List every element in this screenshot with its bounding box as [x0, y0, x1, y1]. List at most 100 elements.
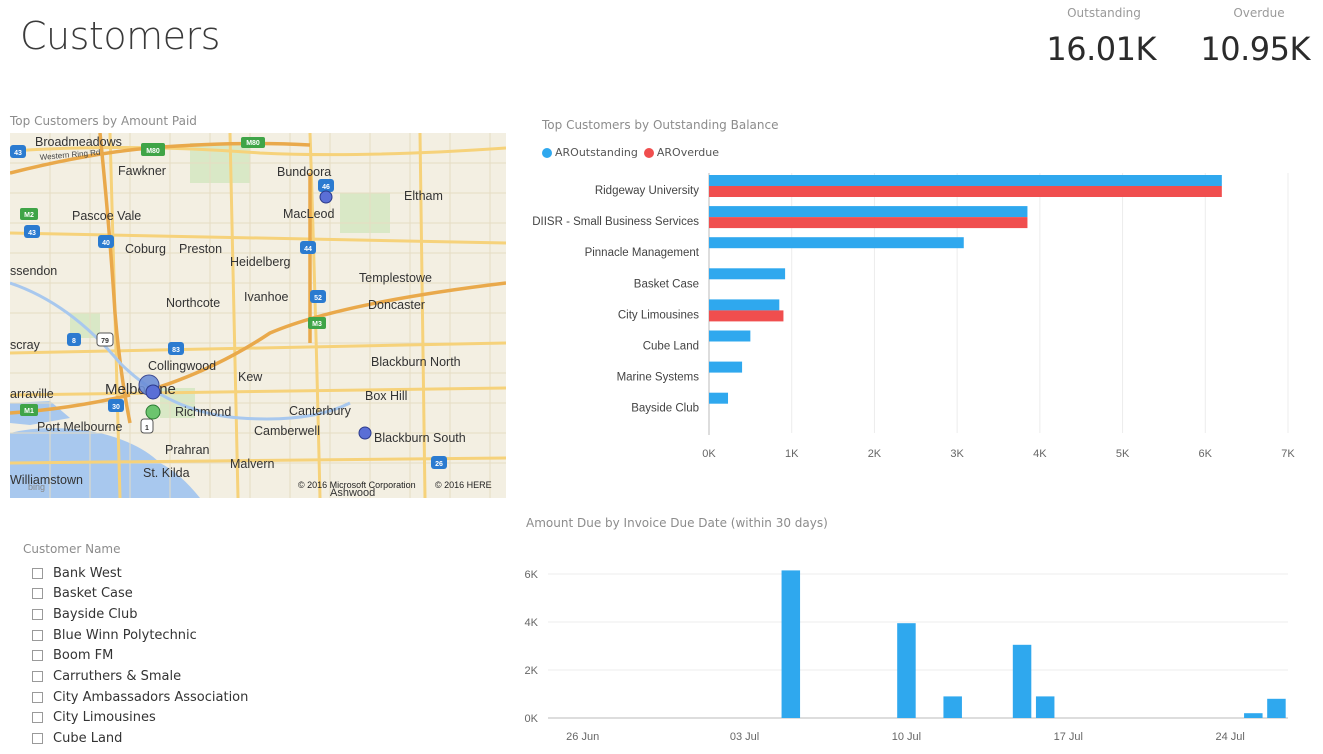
column-chart-title: Amount Due by Invoice Due Date (within 3… — [526, 516, 828, 530]
road-shield: 46 — [322, 184, 330, 191]
slicer-item[interactable]: City Limousines — [32, 708, 156, 728]
bar-chart-title: Top Customers by Outstanding Balance — [542, 118, 779, 132]
map-label: Blackburn North — [371, 355, 461, 369]
x-tick-label: 26 Jun — [566, 731, 599, 743]
checkbox[interactable] — [32, 712, 43, 724]
y-tick-label: 6K — [525, 569, 539, 581]
category-label: Basket Case — [634, 278, 699, 290]
checkbox[interactable] — [32, 733, 43, 745]
customer-map[interactable]: Broadmeadows Fawkner Bundoora Eltham Mac… — [10, 133, 506, 498]
map-label: Malvern — [230, 457, 275, 471]
map-label: Heidelberg — [230, 255, 291, 269]
slicer-title: Customer Name — [23, 542, 121, 556]
x-tick-label: 17 Jul — [1054, 731, 1083, 743]
map-copyright: © 2016 HERE — [435, 480, 492, 490]
slicer-item-label: Carruthers & Smale — [53, 669, 182, 684]
slicer-item-label: Bank West — [53, 565, 122, 581]
bar-aroutstanding[interactable] — [709, 361, 743, 373]
category-label: Marine Systems — [617, 372, 700, 384]
map-label: Richmond — [175, 405, 231, 419]
checkbox[interactable] — [32, 671, 43, 682]
bar-aroutstanding[interactable] — [709, 175, 1222, 186]
map-bubble[interactable] — [145, 404, 161, 420]
bar-aroutstanding[interactable] — [709, 268, 786, 280]
map-label: Blackburn South — [374, 431, 466, 445]
map-label: ssendon — [10, 264, 57, 278]
map-label: Broadmeadows — [35, 135, 122, 149]
slicer-item[interactable]: Cube Land — [32, 729, 122, 749]
slicer-item[interactable]: Bayside Club — [32, 604, 138, 624]
checkbox[interactable] — [32, 567, 43, 579]
column-bar[interactable] — [1267, 698, 1286, 718]
slicer-item-label: Cube Land — [53, 731, 123, 747]
map-title: Top Customers by Amount Paid — [10, 114, 197, 128]
amount-due-column-chart: 0K 2K 4K 6K 26 Jun 03 Jul 10 Jul 17 Jul 24 Jul — [525, 569, 1288, 743]
map-label: Ivanhoe — [244, 290, 289, 304]
slicer-item[interactable]: City Ambassadors Association — [32, 687, 248, 707]
slicer-item[interactable]: Bank West — [32, 563, 122, 583]
checkbox[interactable] — [32, 691, 43, 703]
bar-aroverdue[interactable] — [709, 186, 1222, 197]
map-label: Preston — [179, 242, 222, 256]
column-bar[interactable] — [943, 696, 962, 718]
kpi-overdue-value: 10.95K — [1200, 30, 1310, 68]
slicer-item-label: City Ambassadors Association — [53, 689, 249, 705]
category-label: Cube Land — [643, 341, 699, 353]
category-label: City Limousines — [618, 309, 699, 321]
slicer-item-label: Blue Winn Polytechnic — [53, 627, 197, 643]
map-label: Doncaster — [368, 298, 425, 312]
bar-aroutstanding[interactable] — [709, 330, 751, 342]
category-label: DIISR - Small Business Services — [532, 216, 699, 228]
kpi-overdue-label: Overdue — [1233, 6, 1285, 20]
map-bubble[interactable] — [319, 190, 333, 204]
map-label: Port Melbourne — [37, 420, 123, 434]
x-tick-label: 24 Jul — [1216, 731, 1245, 743]
bar-aroverdue[interactable] — [709, 310, 784, 322]
checkbox[interactable] — [32, 588, 43, 600]
column-bar[interactable] — [781, 570, 801, 718]
checkbox[interactable] — [32, 608, 43, 620]
checkbox[interactable] — [32, 650, 43, 662]
slicer-item-label: City Limousines — [53, 710, 156, 726]
y-tick-label: 0K — [525, 713, 539, 725]
map-label: Camberwell — [254, 424, 320, 438]
road-shield: 8 — [72, 338, 76, 345]
slicer-item-label: Basket Case — [53, 586, 133, 602]
x-tick-label: 4K — [1033, 448, 1047, 460]
road-shield: M1 — [24, 408, 34, 415]
column-bar[interactable] — [897, 623, 916, 718]
map-label: Collingwood — [148, 359, 216, 373]
map-bubble[interactable] — [145, 384, 161, 400]
category-label: Ridgeway University — [595, 185, 699, 197]
kpi-outstanding-value: 16.01K — [1046, 30, 1156, 68]
slicer-item[interactable]: Carruthers & Smale — [32, 667, 181, 687]
checkbox[interactable] — [32, 629, 43, 641]
road-shield: 44 — [304, 246, 312, 253]
map-canvas[interactable]: Broadmeadows Fawkner Bundoora Eltham Mac… — [10, 133, 506, 498]
column-bar[interactable] — [1012, 644, 1032, 718]
column-bar[interactable] — [1244, 713, 1263, 718]
slicer-item[interactable]: Blue Winn Polytechnic — [32, 625, 197, 645]
outstanding-bar-chart: 0K 1K 2K 3K 4K 5K 6K 7K Ridgeway University DIISR… — [532, 173, 1295, 460]
slicer-item[interactable]: Basket Case — [32, 584, 133, 604]
road-shield: 52 — [314, 295, 322, 302]
road-shield: 83 — [172, 347, 180, 354]
bar-aroutstanding[interactable] — [709, 299, 780, 311]
legend-item[interactable]: AROutstanding — [542, 146, 638, 159]
road-shield: M80 — [146, 148, 160, 155]
bar-aroutstanding[interactable] — [709, 237, 964, 249]
bar-aroverdue[interactable] — [709, 217, 1028, 229]
legend-dot — [542, 147, 552, 158]
map-label: Box Hill — [365, 389, 407, 403]
map-bubble[interactable] — [358, 426, 372, 440]
bar-aroutstanding[interactable] — [709, 392, 729, 404]
legend-item[interactable]: AROverdue — [643, 146, 719, 159]
bar-aroutstanding[interactable] — [709, 206, 1028, 218]
kpi-outstanding-label: Outstanding — [1067, 6, 1141, 20]
map-label: Bundoora — [277, 165, 331, 179]
slicer-item[interactable]: Boom FM — [32, 646, 113, 666]
map-label: Williamstown — [10, 473, 83, 487]
x-tick-label: 03 Jul — [730, 731, 759, 743]
category-label: Bayside Club — [631, 403, 699, 415]
column-bar[interactable] — [1035, 696, 1055, 718]
